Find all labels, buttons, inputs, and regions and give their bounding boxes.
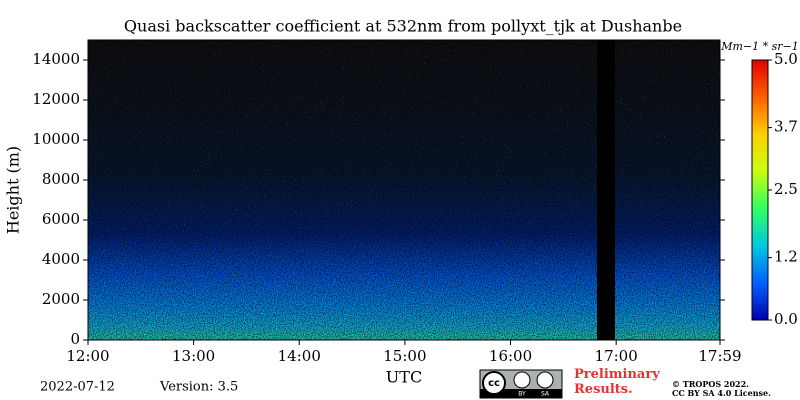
x-tick-label: 14:00 bbox=[278, 347, 321, 365]
colorbar-tick-label: 5.0 bbox=[774, 50, 798, 68]
x-tick-label: 15:00 bbox=[383, 347, 426, 365]
y-tick-label: 4000 bbox=[42, 250, 80, 268]
colorbar-tick-label: 3.7 bbox=[774, 118, 798, 136]
badge-text: SA bbox=[541, 391, 550, 398]
y-tick-label: 12000 bbox=[32, 90, 80, 108]
colorbar-tick-label: 1.2 bbox=[774, 248, 798, 266]
badge-text: BY bbox=[518, 391, 526, 398]
y-tick-label: 6000 bbox=[42, 210, 80, 228]
colorbar bbox=[751, 59, 769, 321]
cc-badge: cc BY SA bbox=[479, 369, 563, 399]
version: Version: 3.5 bbox=[159, 380, 238, 395]
x-tick-label: 17:00 bbox=[595, 347, 638, 365]
date: 2022-07-12 bbox=[40, 380, 115, 395]
license: CC BY SA 4.0 License. bbox=[672, 388, 771, 398]
x-tick-label: 13:00 bbox=[172, 347, 215, 365]
plot-field bbox=[88, 40, 720, 340]
x-tick-label: 17:59 bbox=[698, 347, 741, 365]
y-tick-label: 8000 bbox=[42, 170, 80, 188]
x-tick-label: 12:00 bbox=[66, 347, 109, 365]
y-tick-label: 14000 bbox=[32, 50, 80, 68]
y-axis-label: Height (m) bbox=[4, 146, 23, 234]
x-axis-label: UTC bbox=[386, 368, 422, 387]
y-tick-label: 10000 bbox=[32, 130, 80, 148]
colorbar-label: Mm−1 * sr−1 bbox=[720, 40, 799, 53]
y-tick-label: 2000 bbox=[42, 290, 80, 308]
colorbar-tick-label: 2.5 bbox=[774, 180, 798, 198]
preliminary-notice: Preliminary Results. bbox=[574, 367, 660, 397]
colorbar-tick-label: 0.0 bbox=[774, 310, 798, 328]
badge-text: cc bbox=[488, 378, 500, 389]
y-tick-label: 0 bbox=[70, 330, 80, 348]
copyright: © TROPOS 2022. bbox=[672, 379, 749, 389]
chart-title: Quasi backscatter coefficient at 532nm f… bbox=[124, 17, 682, 36]
plot-frame bbox=[87, 39, 721, 341]
x-tick-label: 16:00 bbox=[489, 347, 532, 365]
